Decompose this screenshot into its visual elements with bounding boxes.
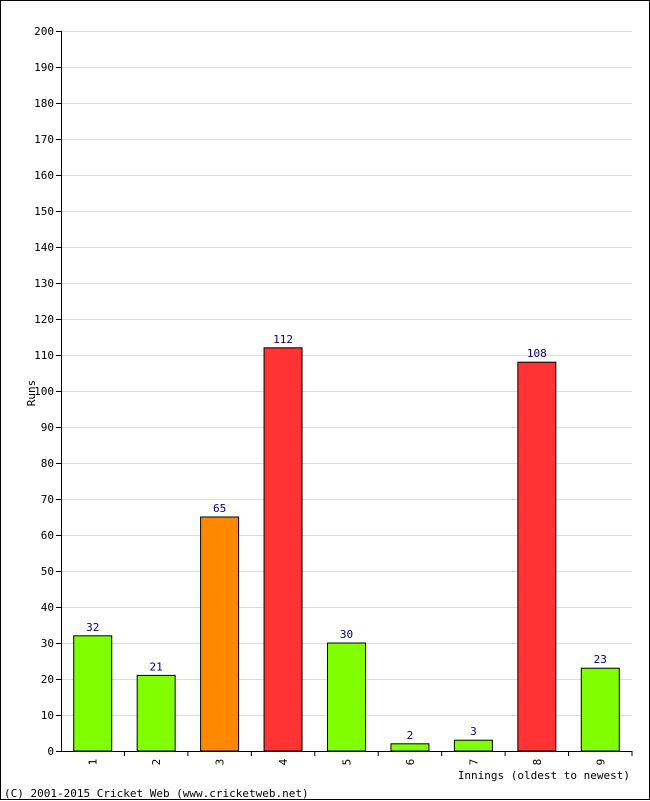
x-axis-label: Innings (oldest to newest) xyxy=(458,769,630,782)
y-tick-label: 60 xyxy=(41,529,54,542)
x-tick-label: 9 xyxy=(594,759,607,766)
bar-innings-6 xyxy=(390,743,430,752)
y-tick-label: 110 xyxy=(34,349,54,362)
data-label: 21 xyxy=(150,660,163,673)
y-tick-label: 80 xyxy=(41,457,54,470)
y-tick-label: 150 xyxy=(34,205,54,218)
data-label: 2 xyxy=(407,729,414,742)
x-tick-label: 8 xyxy=(531,759,544,766)
x-tick-labels: 1 2 3 4 5 6 7 8 9 xyxy=(87,751,633,766)
data-label: 32 xyxy=(86,621,99,634)
bar-innings-1 xyxy=(73,635,113,752)
bar-group xyxy=(73,347,620,752)
x-tick-label: 6 xyxy=(404,759,417,766)
data-label: 23 xyxy=(594,653,607,666)
bar-innings-3 xyxy=(200,516,240,752)
y-tick-label: 100 xyxy=(34,385,54,398)
y-tick-label: 140 xyxy=(34,241,54,254)
bar-innings-9 xyxy=(580,667,620,752)
x-tick-label: 1 xyxy=(87,759,100,766)
y-axis-label: Runs xyxy=(25,380,38,407)
grid-lines xyxy=(61,31,632,716)
y-tick-label: 40 xyxy=(41,601,54,614)
y-tick-label: 120 xyxy=(34,313,54,326)
y-tick-label: 170 xyxy=(34,133,54,146)
x-tick-label: 3 xyxy=(214,759,227,766)
x-tick-label: 2 xyxy=(150,759,163,766)
y-tick-label: 50 xyxy=(41,565,54,578)
y-tick-label: 160 xyxy=(34,169,54,182)
y-tick-label: 200 xyxy=(34,25,54,38)
data-label: 65 xyxy=(213,502,226,515)
y-tick-label: 30 xyxy=(41,637,54,650)
y-tick-label: 180 xyxy=(34,97,54,110)
data-label: 30 xyxy=(340,628,353,641)
bar-innings-2 xyxy=(136,674,176,752)
data-label: 112 xyxy=(273,333,293,346)
bar-innings-7 xyxy=(453,739,493,752)
y-tick-label: 90 xyxy=(41,421,54,434)
x-tick-label: 5 xyxy=(341,759,354,766)
copyright-footer: (C) 2001-2015 Cricket Web (www.cricketwe… xyxy=(4,787,309,800)
bar-innings-5 xyxy=(327,642,366,752)
y-tick-label: 190 xyxy=(34,61,54,74)
y-tick-label: 0 xyxy=(47,745,54,758)
y-tick-label: 70 xyxy=(41,493,54,506)
bar-innings-8 xyxy=(517,361,557,752)
y-tick-label: 130 xyxy=(34,277,54,290)
data-label: 108 xyxy=(527,347,547,360)
x-tick-label: 4 xyxy=(277,758,290,765)
x-tick-label: 7 xyxy=(467,759,480,766)
y-tick-label: 10 xyxy=(41,709,54,722)
data-label: 3 xyxy=(470,725,477,738)
axes xyxy=(61,31,632,752)
y-tick-label: 20 xyxy=(41,673,54,686)
y-tick-labels: 0 10 20 30 40 50 60 70 80 90 100 110 120 130 140 150 160… xyxy=(34,25,61,758)
bar-innings-4 xyxy=(263,347,303,752)
